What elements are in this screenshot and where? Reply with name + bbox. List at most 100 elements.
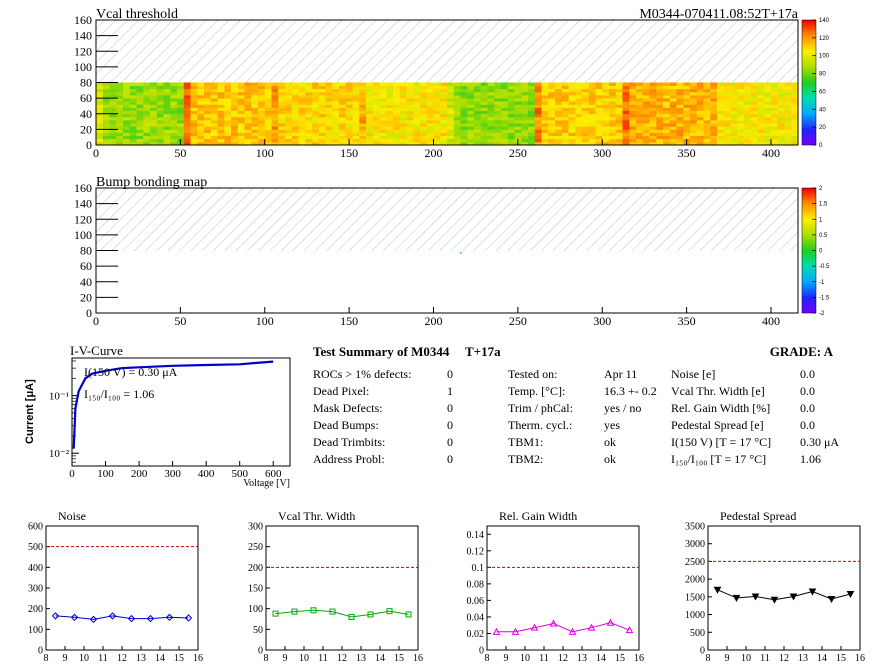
- vcal-cell: [460, 141, 468, 146]
- vcal-cell: [582, 126, 590, 130]
- vcal-cell: [426, 85, 434, 90]
- vcal-cell: [710, 91, 718, 96]
- small-plot-xtick-label: 13: [798, 653, 808, 664]
- vcal-cell: [514, 132, 522, 136]
- vcal-cell: [696, 132, 704, 136]
- vcal-cell: [197, 138, 205, 143]
- vcal-cell: [494, 101, 502, 105]
- vcal-cell: [609, 91, 617, 96]
- vcal-cell: [123, 126, 131, 130]
- vcal-cell: [453, 116, 461, 121]
- vcal-cell: [615, 141, 623, 146]
- vcal-cell: [298, 126, 306, 130]
- vcal-cell: [588, 82, 596, 86]
- vcal-cell: [433, 88, 441, 93]
- vcal-cell: [656, 138, 664, 143]
- vcal-cell: [210, 138, 218, 143]
- vcal-cell: [467, 95, 475, 99]
- vcal-cell: [514, 126, 522, 130]
- vcal-cell: [622, 98, 630, 102]
- vcal-cell: [555, 104, 563, 108]
- vcal-cell: [501, 123, 509, 127]
- vcal-cell: [305, 104, 313, 108]
- vcal-cell: [325, 110, 333, 115]
- vcal-cell: [190, 98, 198, 102]
- vcal-cell: [156, 98, 164, 102]
- vcal-cell: [345, 101, 353, 105]
- vcal-cell: [190, 95, 198, 99]
- vcal-cell: [312, 126, 320, 130]
- condition-value: 16.3 +- 0.2: [604, 384, 657, 398]
- vcal-cell: [96, 116, 104, 121]
- vcal-cell: [683, 116, 691, 121]
- vcal-cell: [217, 95, 225, 99]
- vcal-cell: [777, 126, 785, 130]
- vcal-cell: [339, 126, 347, 130]
- defect-value: 0: [447, 452, 453, 466]
- vcal-cell: [217, 141, 225, 146]
- vcal-cell: [116, 110, 124, 115]
- vcal-cell: [723, 110, 731, 115]
- vcal-cell: [190, 141, 198, 146]
- vcal-cell: [163, 95, 171, 99]
- vcal-cell: [339, 110, 347, 115]
- vcal-cell: [339, 138, 347, 143]
- vcal-cell: [480, 113, 488, 118]
- vcal-cell: [669, 98, 677, 102]
- vcal-cell: [393, 82, 401, 86]
- vcal-cell: [366, 91, 374, 96]
- vcal-cell: [676, 107, 684, 111]
- vcal-cell: [615, 120, 623, 124]
- vcal-cell: [285, 107, 293, 111]
- vcal-cell: [136, 141, 144, 146]
- vcal-cell: [622, 129, 630, 133]
- bump-xtick-label: 50: [174, 314, 186, 328]
- vcal-cell: [487, 110, 495, 115]
- vcal-cell: [143, 98, 151, 102]
- vcal-cell: [372, 135, 380, 140]
- vcal-cell: [440, 129, 448, 133]
- vcal-cell: [474, 104, 482, 108]
- vcal-cell: [528, 129, 536, 133]
- vcal-cell: [467, 110, 475, 115]
- vcal-cell: [656, 95, 664, 99]
- vcal-cell: [345, 123, 353, 127]
- vcal-cell: [588, 85, 596, 90]
- vcal-cell: [399, 107, 407, 111]
- vcal-cell: [561, 107, 569, 111]
- vcal-cell: [399, 88, 407, 93]
- vcal-cell: [636, 85, 644, 90]
- vcal-cell: [636, 110, 644, 115]
- vcal-cell: [636, 91, 644, 96]
- vcal-cell: [143, 138, 151, 143]
- vcal-cell: [507, 91, 515, 96]
- vcal-cell: [744, 104, 752, 108]
- vcal-cell: [143, 141, 151, 146]
- vcal-cell: [663, 123, 671, 127]
- small-plot-point: [405, 611, 412, 618]
- vcal-cell: [318, 85, 326, 90]
- vcal-cell: [426, 126, 434, 130]
- vcal-cell: [595, 101, 603, 105]
- vcal-cell: [595, 85, 603, 90]
- vcal-cell: [521, 123, 529, 127]
- vcal-cell: [298, 138, 306, 143]
- vcal-cell: [210, 110, 218, 115]
- vcal-cell: [413, 135, 421, 140]
- vcal-cell: [156, 101, 164, 105]
- vcal-cell: [109, 88, 117, 93]
- vcal-cell: [244, 116, 252, 121]
- vcal-cell: [312, 104, 320, 108]
- vcal-cell: [460, 82, 468, 86]
- vcal-cell: [663, 141, 671, 146]
- vcal-cell: [480, 132, 488, 136]
- vcal-cell: [710, 95, 718, 99]
- vcal-cell: [312, 138, 320, 143]
- vcal-cell: [258, 116, 266, 121]
- vcal-cell: [244, 129, 252, 133]
- vcal-cell: [332, 110, 340, 115]
- defect-value: 1: [447, 384, 453, 398]
- vcal-cell: [447, 91, 455, 96]
